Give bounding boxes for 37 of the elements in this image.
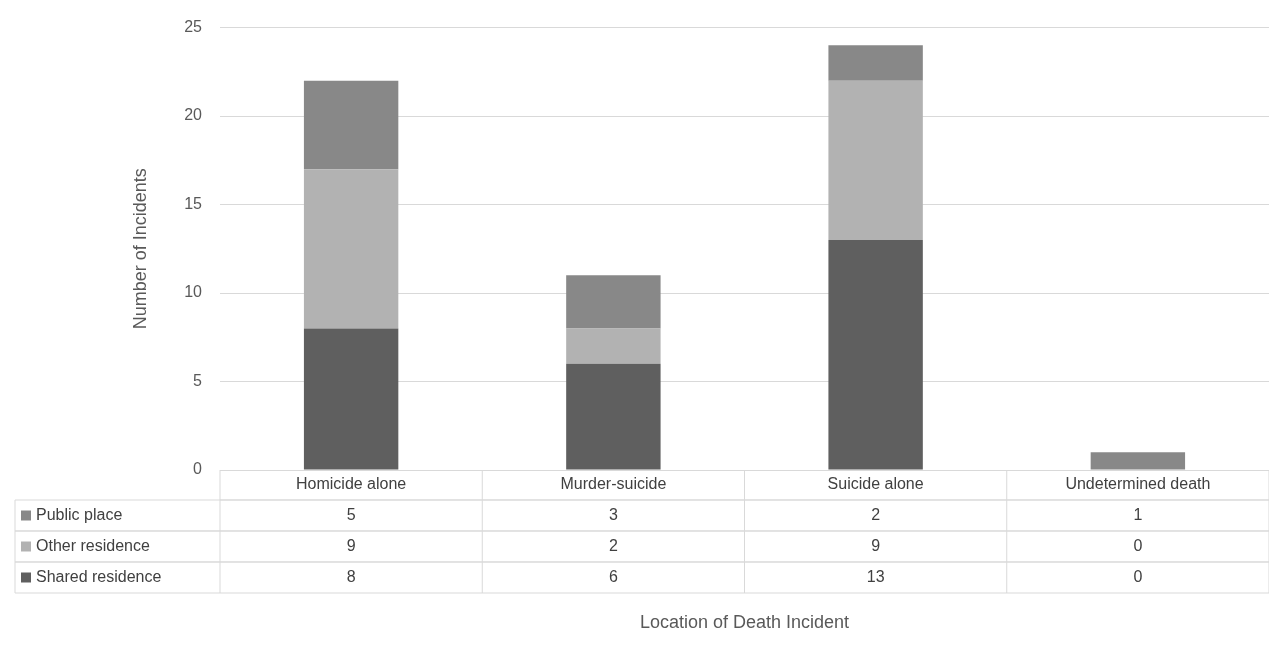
bar — [828, 239, 923, 470]
y-tick-label: 20 — [184, 106, 203, 124]
data-label: 6 — [608, 567, 618, 585]
x-tick-label: Murder-suicide — [560, 475, 667, 493]
data-label: 2 — [871, 505, 881, 523]
data-label: 5 — [346, 505, 356, 523]
data-label: 0 — [1133, 567, 1143, 585]
x-tick-label: Undetermined death — [1065, 475, 1211, 493]
bar — [828, 80, 923, 240]
text: Location of Death Incident — [639, 611, 850, 632]
bar — [1090, 452, 1186, 470]
bar — [303, 169, 399, 329]
data-label: 9 — [871, 536, 881, 554]
x-tick-label: Homicide alone — [295, 475, 407, 493]
y-tick-label: 0 — [193, 460, 203, 478]
y-tick-label: 15 — [184, 194, 203, 212]
legend-label: Shared residence — [36, 567, 162, 585]
data-label: 8 — [346, 567, 356, 585]
legend-label: Public place — [36, 505, 123, 523]
bar — [566, 363, 661, 470]
data-label: 0 — [1133, 536, 1143, 554]
data-label: 2 — [608, 536, 618, 554]
bar — [566, 328, 661, 364]
y-axis-title: Number of Incidents — [129, 168, 150, 330]
y-tick-label: 25 — [184, 18, 203, 36]
y-tick-label: 5 — [193, 371, 203, 389]
legend-label: Other residence — [36, 536, 150, 554]
bar — [303, 80, 399, 170]
bar — [303, 328, 399, 470]
bar — [828, 45, 923, 81]
data-label: 13 — [866, 567, 885, 585]
bar — [566, 275, 661, 329]
data-label: 3 — [608, 505, 618, 523]
y-tick-label: 10 — [184, 283, 203, 301]
data-label: 9 — [346, 536, 356, 554]
data-label: 1 — [1133, 505, 1143, 523]
x-tick-label: Suicide alone — [827, 475, 924, 493]
